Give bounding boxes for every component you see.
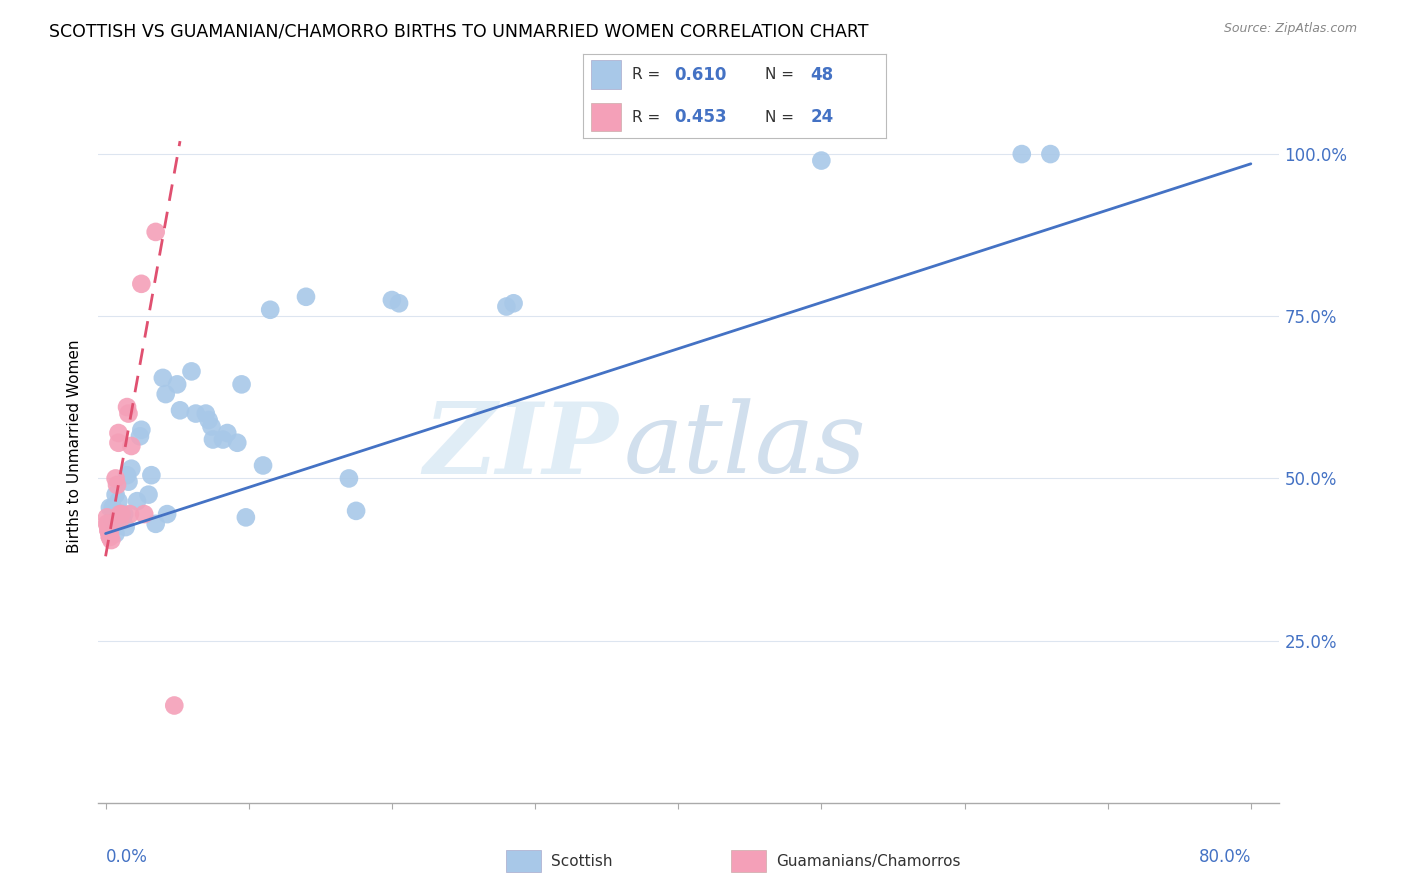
Point: [141, 468, 163, 483]
Text: 0.453: 0.453: [675, 108, 727, 126]
Text: 48: 48: [810, 66, 834, 84]
Text: 0.0%: 0.0%: [105, 848, 148, 866]
Text: ZIP: ZIP: [423, 398, 619, 494]
Text: 0.610: 0.610: [675, 66, 727, 84]
Point: [1011, 147, 1033, 161]
Point: [194, 407, 217, 421]
Point: [145, 516, 167, 531]
Point: [107, 425, 129, 440]
Point: [184, 407, 207, 421]
Point: [212, 433, 235, 447]
Point: [344, 504, 367, 518]
Point: [810, 153, 832, 168]
Text: SCOTTISH VS GUAMANIAN/CHAMORRO BIRTHS TO UNMARRIED WOMEN CORRELATION CHART: SCOTTISH VS GUAMANIAN/CHAMORRO BIRTHS TO…: [49, 22, 869, 40]
Text: atlas: atlas: [624, 399, 866, 493]
Point: [98, 500, 121, 515]
Point: [108, 514, 131, 528]
Point: [104, 471, 127, 485]
Point: [381, 293, 404, 307]
Point: [152, 371, 174, 385]
Point: [96, 516, 118, 531]
Point: [155, 387, 177, 401]
Point: [337, 471, 360, 485]
FancyBboxPatch shape: [591, 61, 621, 89]
Point: [108, 507, 131, 521]
Point: [259, 302, 281, 317]
Point: [235, 510, 257, 524]
Point: [129, 429, 152, 443]
Text: Source: ZipAtlas.com: Source: ZipAtlas.com: [1223, 22, 1357, 36]
Point: [118, 507, 141, 521]
Text: 80.0%: 80.0%: [1198, 848, 1251, 866]
Point: [217, 425, 239, 440]
Text: 24: 24: [810, 108, 834, 126]
Point: [145, 225, 167, 239]
Point: [105, 478, 128, 492]
Point: [98, 526, 121, 541]
FancyBboxPatch shape: [591, 103, 621, 131]
Point: [115, 468, 138, 483]
Point: [169, 403, 191, 417]
Point: [1039, 147, 1062, 161]
Point: [495, 300, 517, 314]
Point: [111, 514, 134, 528]
Point: [101, 514, 124, 528]
Point: [100, 533, 122, 547]
Point: [97, 516, 120, 531]
Point: [117, 475, 139, 489]
Point: [96, 510, 118, 524]
Point: [197, 413, 219, 427]
Point: [201, 433, 224, 447]
Point: [107, 435, 129, 450]
Point: [98, 530, 121, 544]
Point: [138, 488, 160, 502]
Point: [131, 277, 153, 291]
Y-axis label: Births to Unmarried Women: Births to Unmarried Women: [66, 339, 82, 553]
Point: [112, 507, 135, 521]
Point: [107, 494, 129, 508]
Point: [103, 520, 125, 534]
Text: Scottish: Scottish: [551, 855, 613, 869]
Point: [114, 520, 136, 534]
Point: [295, 290, 318, 304]
Point: [226, 435, 249, 450]
Text: N =: N =: [765, 110, 799, 125]
Point: [110, 507, 132, 521]
Point: [156, 507, 179, 521]
Text: R =: R =: [631, 67, 665, 82]
Point: [502, 296, 524, 310]
Point: [388, 296, 411, 310]
Point: [115, 400, 138, 414]
Point: [101, 500, 124, 515]
Text: Guamanians/Chamorros: Guamanians/Chamorros: [776, 855, 960, 869]
Point: [134, 507, 156, 521]
Point: [166, 377, 188, 392]
Point: [98, 530, 121, 544]
Point: [163, 698, 186, 713]
Point: [117, 407, 139, 421]
Point: [131, 423, 153, 437]
Text: N =: N =: [765, 67, 799, 82]
Point: [120, 461, 142, 475]
Point: [180, 364, 202, 378]
Point: [104, 488, 127, 502]
Point: [97, 524, 120, 538]
Point: [252, 458, 274, 473]
Point: [231, 377, 253, 392]
Point: [104, 526, 127, 541]
Point: [105, 507, 128, 521]
Point: [125, 494, 148, 508]
Point: [120, 439, 142, 453]
Point: [200, 419, 222, 434]
Text: R =: R =: [631, 110, 665, 125]
Point: [97, 524, 120, 538]
